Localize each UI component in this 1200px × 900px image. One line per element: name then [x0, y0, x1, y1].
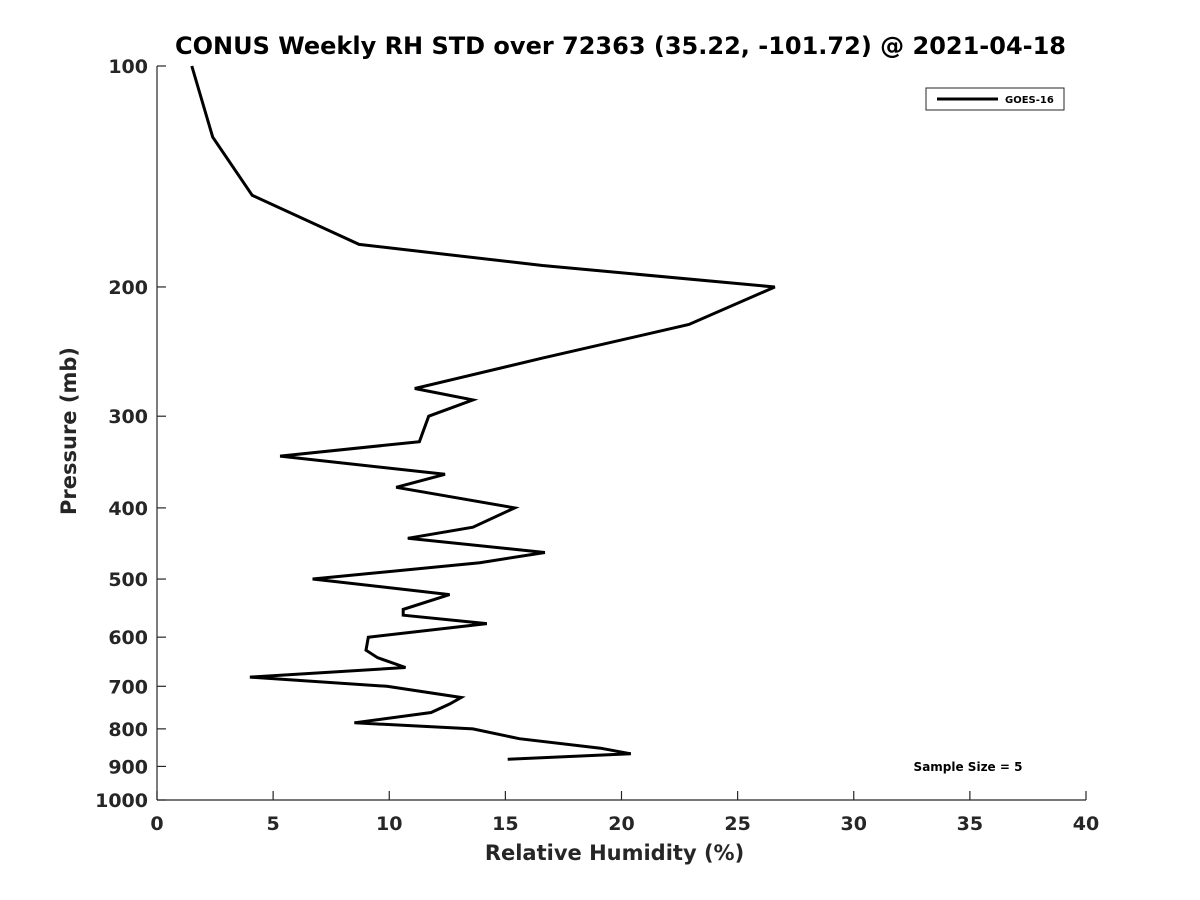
y-tick-label: 400: [108, 498, 148, 520]
y-tick-label: 100: [108, 56, 148, 78]
sample-size-annotation: Sample Size = 5: [914, 760, 1023, 774]
y-tick-label: 500: [108, 569, 148, 591]
x-axis-label: Relative Humidity (%): [485, 841, 744, 865]
series-layer: [190, 65, 776, 761]
y-tick-label: 300: [108, 406, 148, 428]
y-tick-label: 1000: [95, 790, 148, 812]
x-tick-label: 25: [724, 813, 750, 835]
series-line: [190, 65, 776, 761]
x-tick-label: 30: [841, 813, 867, 835]
x-tick-label: 10: [376, 813, 402, 835]
y-tick-label: 600: [108, 627, 148, 649]
y-tick-label: 800: [108, 719, 148, 741]
x-tick-label: 20: [608, 813, 634, 835]
y-tick-label: 200: [108, 277, 148, 299]
x-tick-label: 40: [1073, 813, 1099, 835]
chart-title: CONUS Weekly RH STD over 72363 (35.22, -…: [175, 32, 1066, 60]
x-tick-label: 5: [267, 813, 280, 835]
x-tick-label: 35: [957, 813, 983, 835]
legend-label: GOES-16: [1005, 95, 1054, 106]
y-axis-label: Pressure (mb): [57, 347, 81, 515]
x-tick-label: 0: [150, 813, 163, 835]
axes: 0 5 10 15 20 25 30 35 40 100 200 300 400 500 600 700 800…: [95, 56, 1099, 835]
y-tick-label: 900: [108, 756, 148, 778]
x-tick-label: 15: [492, 813, 518, 835]
legend: GOES-16: [925, 87, 1065, 111]
y-tick-label: 700: [108, 676, 148, 698]
